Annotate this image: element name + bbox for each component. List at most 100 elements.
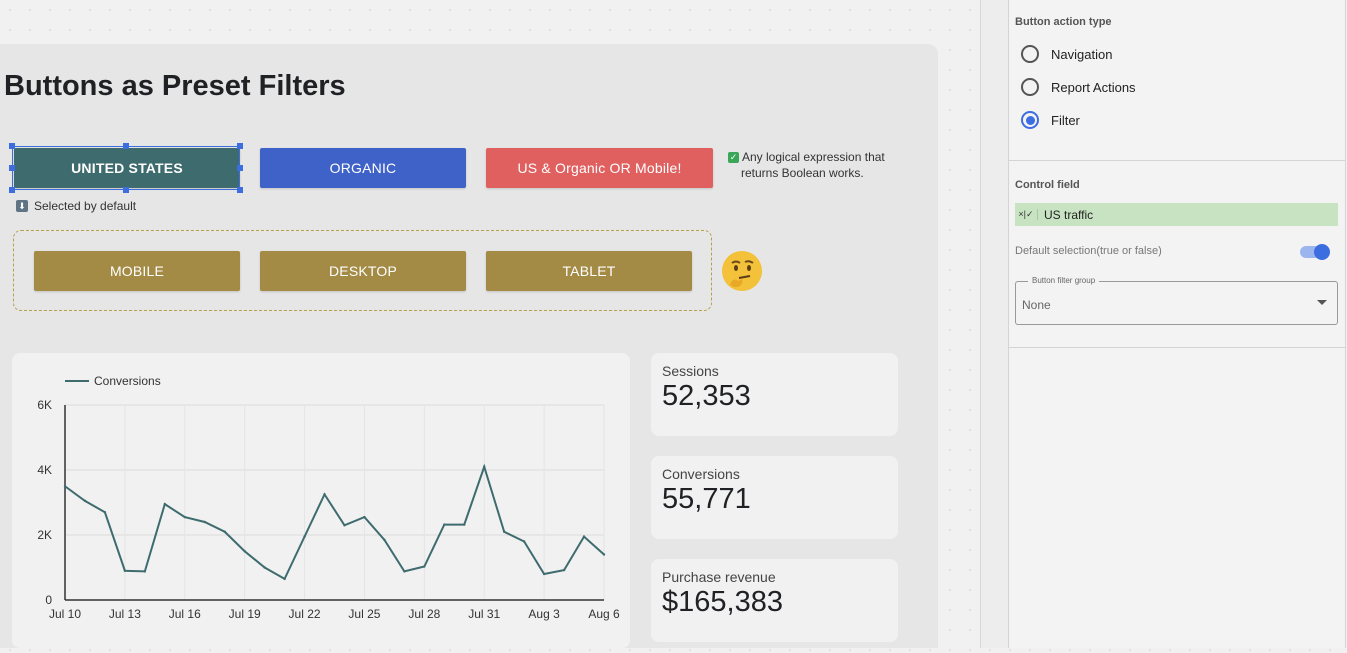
radio-filter[interactable]: Filter xyxy=(1021,111,1080,129)
divider xyxy=(1009,160,1345,161)
data-point xyxy=(123,569,127,572)
logic-note-line1: Any logical expression that xyxy=(742,150,885,164)
data-point xyxy=(463,523,466,526)
y-tick-label: 2K xyxy=(37,528,52,542)
kpi-label: Sessions xyxy=(662,363,719,379)
resize-handle[interactable] xyxy=(9,165,15,171)
resize-handle[interactable] xyxy=(123,187,129,193)
selected-default-label: Selected by default xyxy=(34,199,137,213)
kpi-value: $165,383 xyxy=(662,586,783,618)
select-legend: Button filter group xyxy=(1028,276,1100,285)
divider xyxy=(1009,347,1345,348)
properties-panel: Button action type Navigation Report Act… xyxy=(1008,0,1346,648)
radio-navigation[interactable]: Navigation xyxy=(1021,45,1112,63)
us-organic-or-mobile-button[interactable]: US & Organic OR Mobile! xyxy=(486,148,713,188)
data-point xyxy=(303,535,306,538)
data-point xyxy=(423,565,426,568)
data-point xyxy=(63,485,67,488)
data-point xyxy=(483,465,486,468)
data-point xyxy=(103,511,107,514)
resize-handle[interactable] xyxy=(9,187,15,193)
organic-button[interactable]: ORGANIC xyxy=(260,148,466,188)
checkmark-icon: ✓ xyxy=(728,152,739,163)
default-selection-toggle[interactable] xyxy=(1300,244,1330,260)
x-tick-label: Aug 3 xyxy=(528,607,560,621)
legend-label: Conversions xyxy=(94,374,161,388)
x-tick-label: Jul 28 xyxy=(408,607,440,621)
mobile-button[interactable]: MOBILE xyxy=(34,251,240,291)
resize-handle[interactable] xyxy=(123,143,129,149)
data-point xyxy=(163,502,167,506)
x-tick-label: Jul 13 xyxy=(109,607,141,621)
data-point xyxy=(283,577,286,581)
purchase-revenue-scorecard[interactable]: Purchase revenue $165,383 xyxy=(651,559,898,642)
data-point xyxy=(582,535,586,538)
logic-note-line2: returns Boolean works. xyxy=(741,166,864,180)
data-point xyxy=(403,570,406,573)
resize-handle[interactable] xyxy=(237,143,243,149)
data-point xyxy=(223,530,226,533)
device-button-group xyxy=(13,230,712,311)
conversions-chart[interactable]: 0 2K 4K 6K Jul 10 Jul 13 Jul 16 Jul 19 Jul 22 Jul… xyxy=(12,353,630,648)
radio-label: Navigation xyxy=(1051,46,1113,62)
resize-handle[interactable] xyxy=(237,187,243,193)
conversions-scorecard[interactable]: Conversions 55,771 xyxy=(651,456,898,539)
down-arrow-icon: ⬇ xyxy=(16,200,28,212)
select-value: None xyxy=(1022,298,1051,312)
data-point xyxy=(243,550,246,553)
data-point xyxy=(183,515,186,519)
data-point xyxy=(443,523,446,526)
chevron-down-icon xyxy=(1317,300,1327,305)
radio-circle[interactable] xyxy=(1021,78,1039,96)
kpi-value: 55,771 xyxy=(662,483,751,515)
radio-report-actions[interactable]: Report Actions xyxy=(1021,78,1136,96)
x-tick-label: Jul 19 xyxy=(229,607,261,621)
y-tick-label: 6K xyxy=(37,398,52,412)
desktop-button[interactable]: DESKTOP xyxy=(260,251,466,291)
button-filter-group-select[interactable]: Button filter group None xyxy=(1015,276,1338,325)
data-point xyxy=(502,530,506,533)
united-states-button[interactable]: UNITED STATES xyxy=(14,148,240,188)
data-point xyxy=(562,568,566,572)
x-tick-label: Jul 22 xyxy=(289,607,321,621)
conversions-line-chart: 0 2K 4K 6K Jul 10 Jul 13 Jul 16 Jul 19 Jul 22 Jul… xyxy=(37,374,620,621)
radio-label: Filter xyxy=(1051,112,1080,128)
resize-handle[interactable] xyxy=(9,143,15,149)
data-point xyxy=(143,570,147,573)
boolean-field-icon: ×|✓ xyxy=(1015,209,1038,220)
data-point xyxy=(522,540,526,543)
control-field-title: Control field xyxy=(1015,179,1080,191)
data-point xyxy=(383,538,386,542)
radio-circle-selected[interactable] xyxy=(1021,111,1039,129)
x-tick-label: Jul 16 xyxy=(169,607,201,621)
selected-default-note: ⬇ Selected by default xyxy=(16,199,136,213)
kpi-label: Conversions xyxy=(662,466,740,482)
field-name: US traffic xyxy=(1044,207,1094,222)
resize-handle[interactable] xyxy=(237,165,243,171)
data-point xyxy=(542,572,546,576)
tablet-button[interactable]: TABLET xyxy=(486,251,692,291)
data-point xyxy=(203,520,206,524)
sessions-scorecard[interactable]: Sessions 52,353 xyxy=(651,353,898,436)
data-point xyxy=(323,493,326,496)
radio-label: Report Actions xyxy=(1051,79,1136,95)
conversions-series-line xyxy=(64,463,605,581)
data-point xyxy=(343,524,346,527)
thinking-face-icon xyxy=(722,251,762,291)
y-tick-label: 0 xyxy=(45,593,52,607)
x-tick-label: Jul 25 xyxy=(348,607,380,621)
logic-note: ✓ Any logical expression that returns Boo… xyxy=(728,149,908,181)
x-tick-label: Jul 31 xyxy=(468,607,500,621)
page-title: Buttons as Preset Filters xyxy=(4,70,346,102)
data-point xyxy=(83,499,87,503)
panel-gutter xyxy=(980,0,1009,648)
default-selection-label: Default selection(true or false) xyxy=(1015,245,1162,257)
control-field-chip[interactable]: ×|✓ US traffic xyxy=(1015,203,1338,226)
radio-circle[interactable] xyxy=(1021,45,1039,63)
kpi-value: 52,353 xyxy=(662,380,751,412)
x-tick-label: Aug 6 xyxy=(588,607,620,621)
data-point xyxy=(363,515,366,519)
kpi-label: Purchase revenue xyxy=(662,569,776,585)
data-point xyxy=(263,566,266,569)
action-type-title: Button action type xyxy=(1015,16,1112,28)
